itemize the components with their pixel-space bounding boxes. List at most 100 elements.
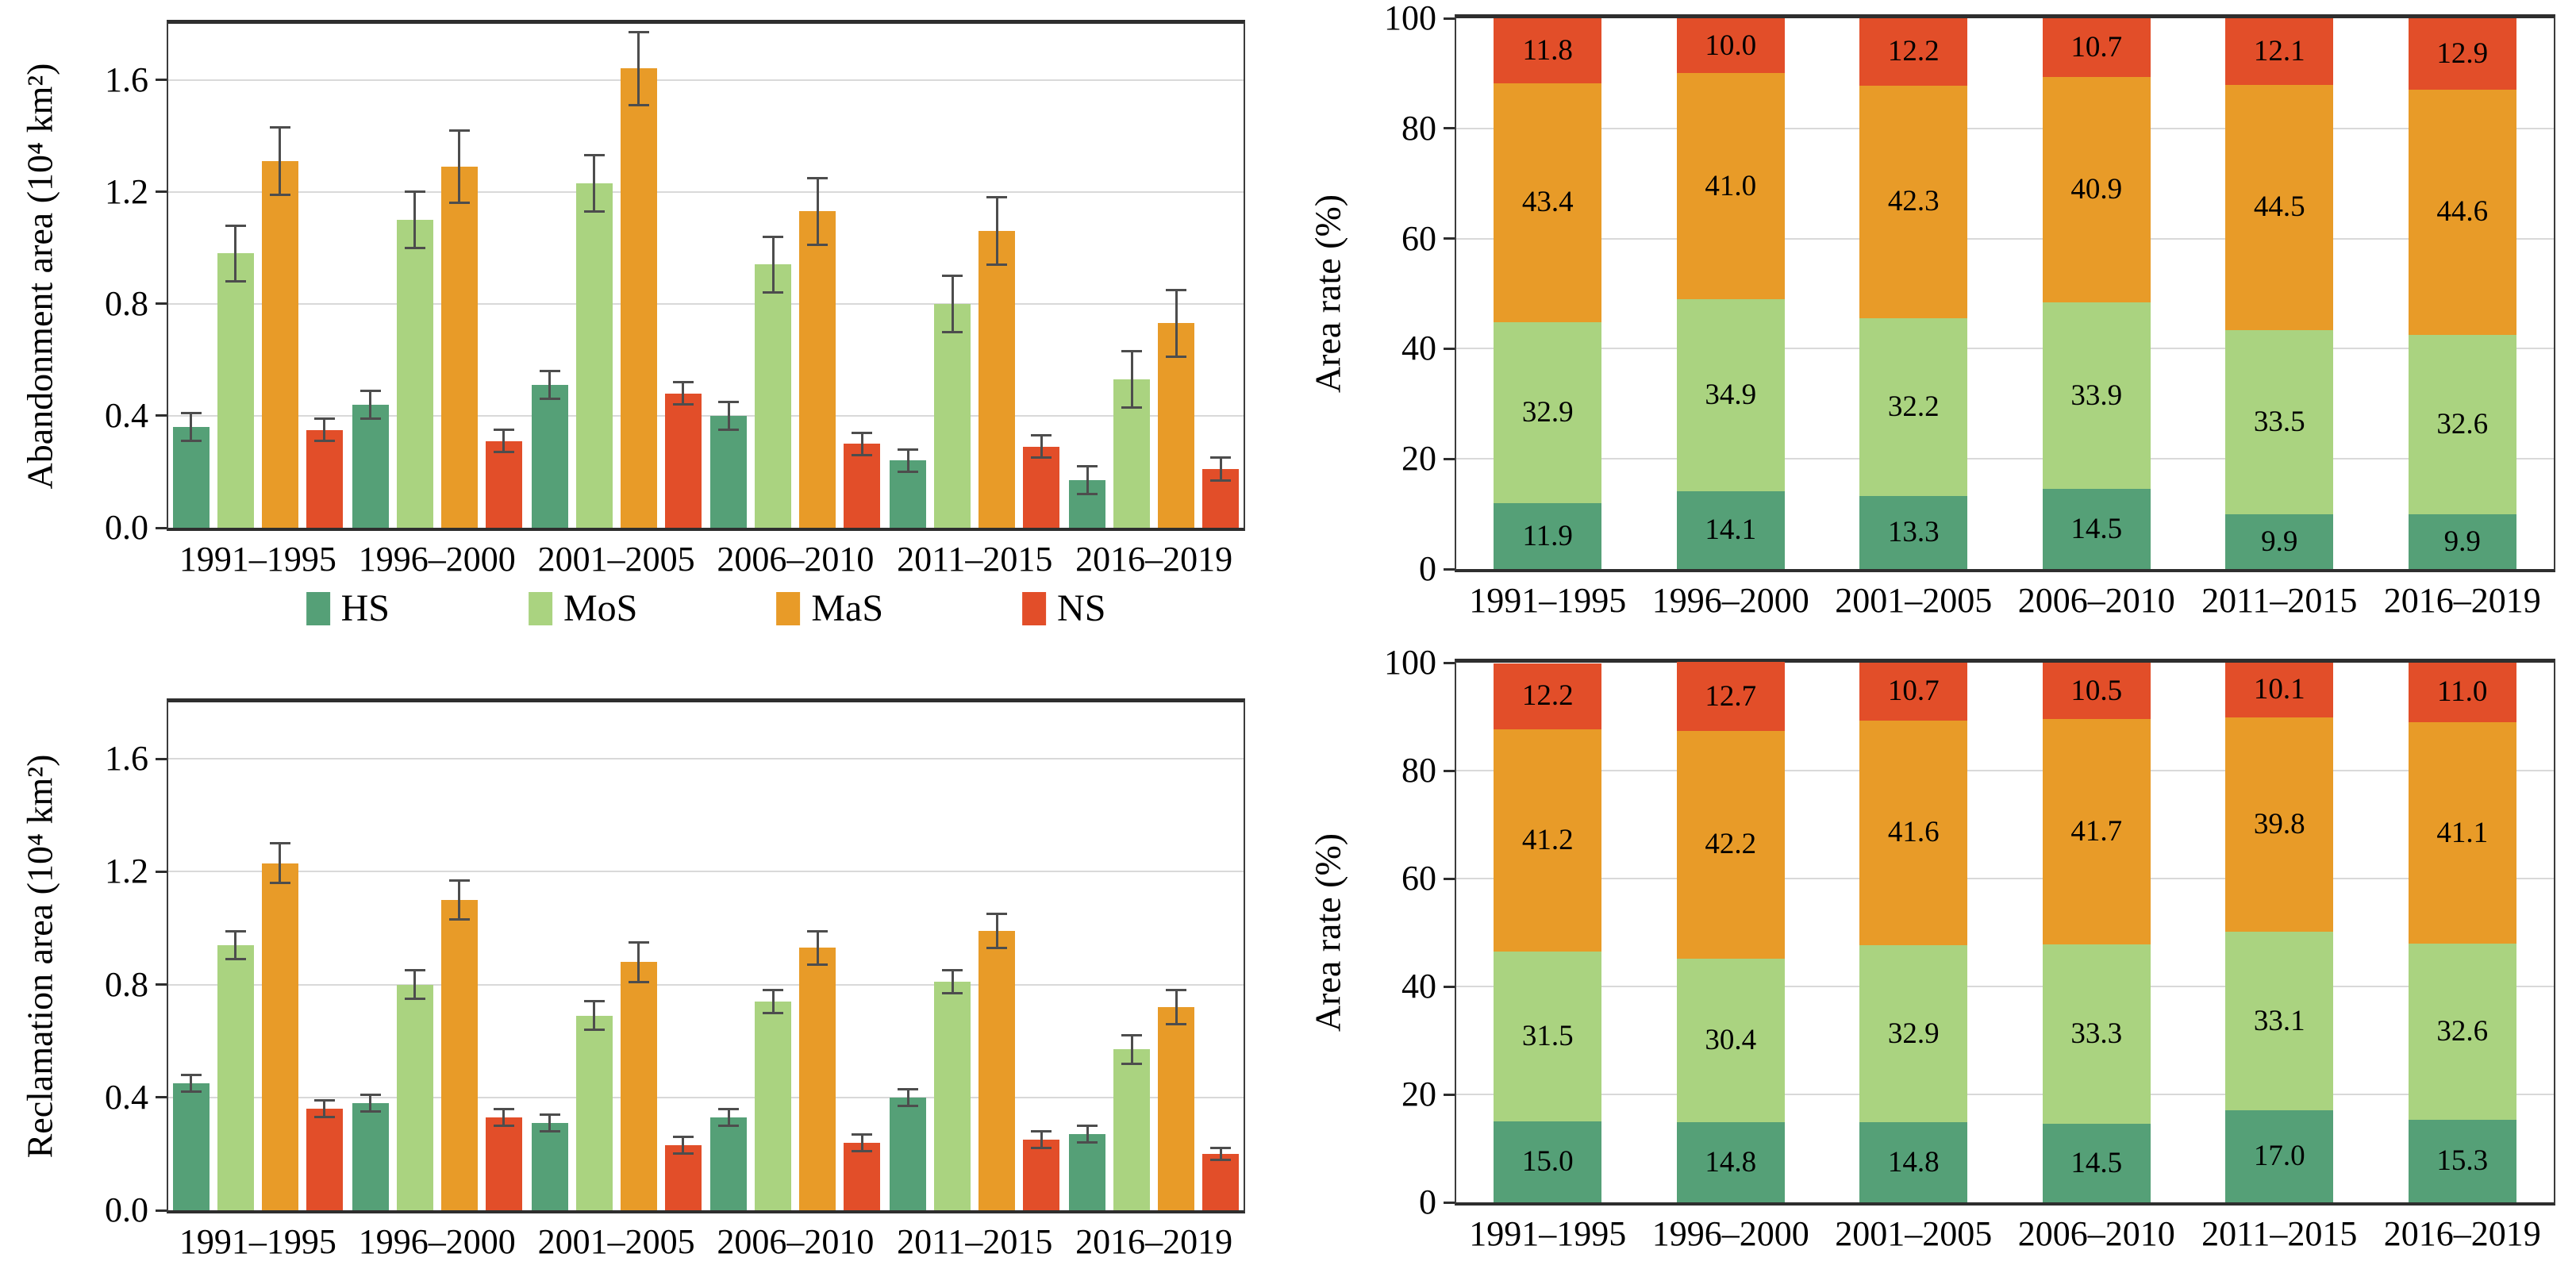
error-bar [593, 155, 596, 212]
segment-mos [2408, 944, 2516, 1120]
error-bar [1040, 1131, 1043, 1148]
error-bar-top-cap [493, 429, 514, 432]
error-bar [727, 1109, 730, 1126]
error-bar [190, 1075, 193, 1092]
abandonment-rate-y-axis-title: Area rate (%) [1307, 194, 1348, 394]
abandonment-area-plot: Abandonment area (10⁴ km²) HS MoS MaS NS 0.… [20, 20, 1245, 628]
error-bar-top-cap [763, 989, 784, 992]
segment-value-label: 15.0 [1521, 1145, 1574, 1178]
error-bar [637, 32, 640, 106]
error-bar-top-cap [448, 129, 470, 132]
segment-mos [1494, 951, 1602, 1121]
segment-mos [1859, 944, 1968, 1123]
error-bar-bottom-cap [583, 1028, 605, 1031]
error-bar-bottom-cap [493, 1124, 514, 1127]
x-tick-label: 2001–2005 [537, 1222, 695, 1261]
error-bar-bottom-cap [1210, 1158, 1232, 1161]
legend-label: NS [1057, 587, 1106, 629]
error-bar [413, 191, 417, 248]
error-bar-bottom-cap [225, 958, 246, 961]
bar-hs [172, 427, 210, 528]
segment-value-label: 43.4 [1521, 186, 1574, 219]
error-bar-bottom-cap [313, 1116, 335, 1119]
x-tick-label: 2016–2019 [1075, 1222, 1233, 1261]
segment-value-label: 10.0 [1705, 29, 1757, 62]
error-bar-bottom-cap [359, 1110, 381, 1113]
gridline [168, 983, 1244, 986]
segment-mos [2225, 932, 2334, 1111]
segment-value-label: 32.6 [2436, 1015, 2489, 1048]
gridline [168, 871, 1244, 873]
segment-hs [2042, 1124, 2151, 1202]
y-tick-label: 0.8 [105, 964, 148, 1004]
y-tick-mark [1444, 237, 1455, 240]
y-tick-mark [156, 1096, 167, 1099]
x-tick-label: 2006–2010 [2017, 581, 2175, 620]
error-bar [369, 1094, 372, 1112]
error-bar [1219, 457, 1222, 481]
y-tick-label: 0.0 [105, 1190, 148, 1229]
error-bar [1219, 1148, 1222, 1159]
segment-value-label: 12.2 [1521, 679, 1574, 713]
x-tick-label: 1991–1995 [179, 1222, 336, 1261]
y-tick-label: 60 [1401, 218, 1436, 258]
segment-ns [2408, 18, 2516, 90]
segment-value-label: 41.6 [1887, 816, 1940, 849]
x-tick-label: 2001–2005 [1835, 1214, 1993, 1253]
bar-ns [1023, 446, 1060, 528]
error-bar-top-cap [1166, 288, 1187, 291]
y-tick-label: 0.4 [105, 1077, 148, 1117]
error-bar-top-cap [404, 190, 425, 194]
bar-mos [934, 303, 971, 528]
y-tick-mark [1444, 985, 1455, 988]
error-bar-top-cap [448, 879, 470, 882]
error-bar [323, 418, 326, 441]
bar-ns [306, 429, 343, 528]
error-bar-bottom-cap [225, 280, 246, 283]
error-bar-top-cap [718, 1107, 740, 1110]
y-tick-mark [156, 1209, 167, 1212]
bar-mas [978, 231, 1016, 528]
segment-mas [2225, 717, 2334, 933]
bar-hs [352, 404, 389, 528]
x-tick-label: 2016–2019 [2383, 1214, 2541, 1253]
error-bar-top-cap [583, 1000, 605, 1003]
bar-ns [844, 444, 881, 528]
segment-mas [1859, 85, 1968, 319]
bar-hs [1069, 1134, 1106, 1210]
gridline [168, 414, 1244, 417]
x-tick-label: 1991–1995 [179, 540, 336, 579]
segment-hs [2225, 1110, 2334, 1202]
error-bar-bottom-cap [1077, 1141, 1098, 1144]
segment-mas [1494, 83, 1602, 323]
y-tick-mark [1444, 1093, 1455, 1096]
bar-hs [531, 385, 568, 528]
error-bar-bottom-cap [628, 980, 649, 983]
segment-hs [1676, 1122, 1785, 1202]
error-bar [548, 371, 552, 399]
error-bar-bottom-cap [1166, 356, 1187, 359]
segment-hs [1494, 1121, 1602, 1202]
x-tick-label: 1996–2000 [1651, 581, 1809, 620]
error-bar [458, 130, 461, 203]
error-bar-top-cap [718, 400, 740, 403]
error-bar [860, 1134, 863, 1152]
error-bar [995, 197, 998, 265]
segment-value-label: 10.1 [2253, 673, 2305, 706]
segment-mas [2225, 84, 2334, 330]
error-bar-top-cap [493, 1107, 514, 1110]
error-bar [458, 880, 461, 920]
segment-value-label: 32.6 [2436, 408, 2489, 441]
error-bar-bottom-cap [763, 291, 784, 294]
error-bar [279, 127, 282, 195]
segment-hs [2408, 1119, 2516, 1202]
segment-mas [1676, 73, 1785, 299]
legend: HS MoS MaS NS [306, 587, 1106, 629]
segment-mas [2408, 721, 2516, 944]
y-tick-mark [1444, 567, 1455, 571]
y-tick-mark [156, 302, 167, 306]
error-bar-top-cap [180, 411, 202, 414]
error-bar-top-cap [628, 940, 649, 944]
reclamation-area-y-axis-title: Reclamation area (10⁴ km²) [19, 754, 60, 1159]
y-tick-mark [1444, 1201, 1455, 1204]
